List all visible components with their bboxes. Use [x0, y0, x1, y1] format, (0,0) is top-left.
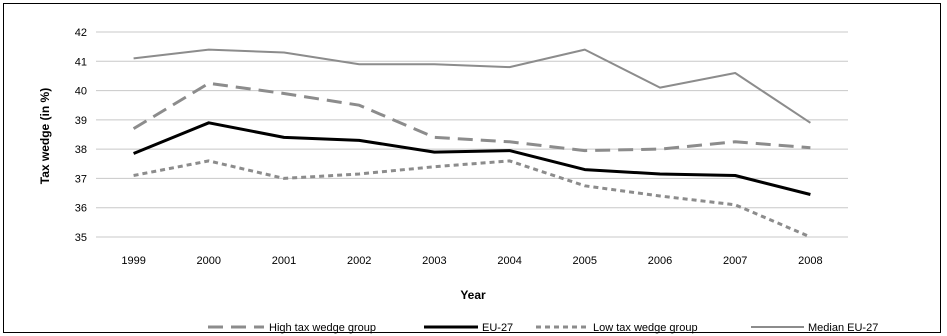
legend-label-high-tax-wedge-group: High tax wedge group	[269, 322, 376, 334]
y-tick-label: 41	[75, 56, 87, 68]
y-tick-label: 42	[75, 27, 87, 39]
x-tick-label: 2006	[648, 255, 672, 267]
series-line-low-tax-wedge-group	[133, 159, 811, 239]
y-tick-labels: 35 36 37 38 39 40 41 42	[75, 27, 87, 244]
x-tick-label: 2003	[422, 255, 446, 267]
y-tick-label: 40	[75, 86, 87, 98]
x-tick-label: 2008	[798, 255, 822, 267]
legend-label-eu-27: EU-27	[482, 322, 513, 334]
series-line-median-eu-27	[133, 48, 811, 124]
x-axis-title: Year	[460, 288, 486, 302]
y-tick-label: 35	[75, 232, 87, 244]
x-tick-label: 2000	[197, 255, 221, 267]
series-line-eu-27	[133, 121, 811, 196]
x-tick-label: 2001	[272, 255, 296, 267]
x-tick-label: 2005	[573, 255, 597, 267]
gridlines	[96, 31, 848, 238]
y-tick-label: 37	[75, 173, 87, 185]
x-tick-label: 2002	[347, 255, 371, 267]
legend: High tax wedge group EU-27 Low tax wedge…	[208, 322, 878, 334]
x-tick-labels: 1999 2000 2001 2002 2003 2004 2005 2006 2007 2008	[121, 255, 822, 267]
y-axis-title: Tax wedge (in %)	[38, 88, 52, 184]
y-tick-label: 36	[75, 203, 87, 215]
x-tick-label: 1999	[121, 255, 145, 267]
series-lines	[132, 48, 811, 239]
y-tick-label: 38	[75, 144, 87, 156]
chart-frame	[3, 3, 941, 333]
x-tick-label: 2004	[497, 255, 521, 267]
legend-label-low-tax-wedge-group: Low tax wedge group	[593, 322, 698, 334]
y-tick-label: 39	[75, 115, 87, 127]
x-tick-label: 2007	[723, 255, 747, 267]
series-line-high-tax-wedge-group	[132, 81, 811, 153]
legend-label-median-eu-27: Median EU-27	[808, 322, 878, 334]
